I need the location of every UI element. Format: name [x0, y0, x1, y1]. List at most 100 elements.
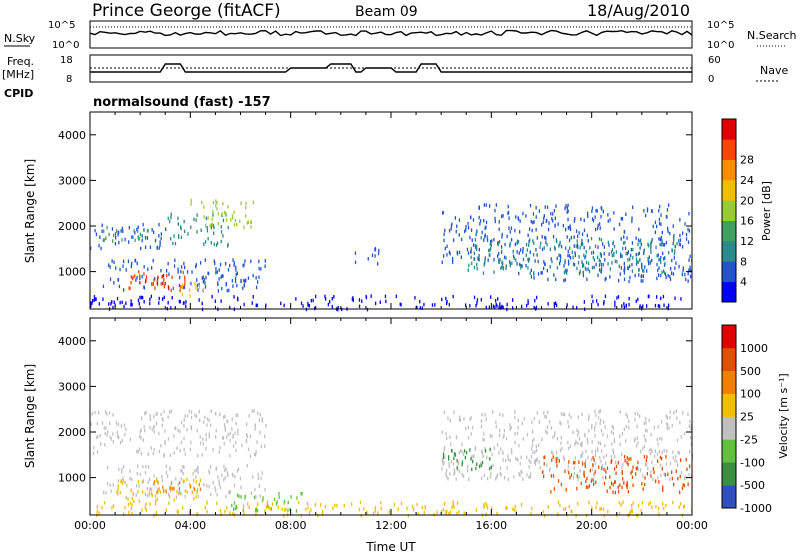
velocity-cell [189, 485, 192, 489]
power-cell [620, 237, 622, 241]
velocity-cell [169, 466, 171, 470]
power-cell [678, 239, 680, 243]
power-cell [501, 214, 503, 219]
power-cell [204, 285, 207, 289]
velocity-cell [675, 409, 677, 413]
velocity-cell [627, 462, 629, 467]
velocity-cell [678, 451, 680, 455]
velocity-cell [605, 453, 607, 458]
velocity-cell [454, 470, 456, 475]
power-cell [541, 223, 543, 227]
velocity-cell [450, 459, 453, 464]
velocity-cell [569, 444, 571, 448]
velocity-cell [255, 450, 257, 454]
power-cell [193, 217, 195, 222]
power-cell [598, 258, 600, 262]
power-cell [623, 271, 626, 275]
power-cell [485, 305, 487, 310]
velocity-cell [179, 429, 181, 433]
velocity-cell [157, 480, 159, 485]
velocity-cell [158, 487, 160, 492]
velocity-cell [592, 464, 595, 469]
power-cell [565, 204, 567, 208]
power-cell [663, 257, 665, 261]
power-cell [130, 264, 132, 269]
velocity-cell [265, 505, 268, 509]
power-cell [243, 225, 245, 230]
velocity-cell [130, 488, 132, 493]
power-cell [102, 297, 104, 301]
velocity-cell [597, 416, 600, 420]
power-cell [566, 268, 568, 273]
power-cell [658, 257, 660, 262]
velocity-cell [502, 458, 504, 462]
velocity-cell [443, 502, 446, 506]
power-cell [183, 301, 185, 305]
power-cell [215, 199, 217, 203]
velocity-cell [577, 433, 579, 437]
power-cell [354, 260, 357, 265]
velocity-cell [237, 431, 239, 436]
velocity-cell [458, 460, 460, 465]
power-cell [568, 262, 570, 266]
power-cell [652, 224, 654, 229]
velocity-cell [665, 414, 667, 418]
power-cell [448, 303, 450, 307]
velocity-cell [167, 415, 169, 419]
velocity-cell [503, 433, 505, 438]
power-cell [337, 307, 339, 312]
velocity-cell [446, 474, 448, 479]
power-cell [312, 298, 314, 303]
power-cell [140, 295, 143, 300]
power-cell [485, 225, 487, 229]
velocity-cell [157, 490, 159, 494]
velocity-cell [676, 416, 678, 420]
velocity-cell [520, 503, 523, 507]
power-cell [152, 282, 154, 286]
velocity-cell [194, 469, 196, 473]
power-cell [678, 242, 680, 246]
power-cell [659, 258, 662, 262]
velocity-cell [556, 464, 558, 468]
velocity-cell [587, 485, 589, 489]
velocity-cell [631, 508, 633, 512]
power-cell [236, 222, 238, 227]
power-cell [256, 303, 258, 307]
velocity-cell [610, 481, 613, 486]
power-cell [591, 217, 594, 221]
power-cell [231, 279, 233, 283]
power-cell [149, 301, 151, 306]
power-cell [467, 221, 469, 226]
power-cell [674, 266, 676, 270]
velocity-cell [677, 450, 679, 455]
power-cell [478, 257, 480, 262]
power-cell [599, 252, 601, 256]
power-cell [607, 219, 609, 223]
power-cell [483, 238, 485, 242]
velocity-cell [269, 506, 271, 511]
velocity-cell [653, 425, 655, 430]
velocity-cell [618, 489, 620, 494]
velocity-cell [195, 495, 197, 499]
velocity-cell [96, 422, 99, 426]
power-cell [143, 286, 146, 290]
power-cell [553, 304, 556, 309]
velocity-cell [192, 490, 194, 495]
x-tick-label: 04:00 [174, 519, 206, 532]
power-cell [354, 251, 357, 255]
velocity-cell [144, 471, 147, 475]
power-cell [423, 302, 425, 307]
velocity-cell [641, 501, 643, 505]
power-cell [530, 268, 532, 272]
velocity-cell [610, 430, 613, 434]
power-cell [498, 240, 500, 245]
velocity-cell [103, 426, 105, 430]
power-cell [498, 305, 500, 309]
colorbar-swatch [722, 159, 736, 181]
power-cell [625, 304, 627, 308]
velocity-cell [195, 414, 198, 418]
velocity-cell [588, 429, 590, 433]
velocity-cell [623, 427, 625, 432]
velocity-cell [206, 501, 208, 505]
power-cell [664, 272, 667, 276]
